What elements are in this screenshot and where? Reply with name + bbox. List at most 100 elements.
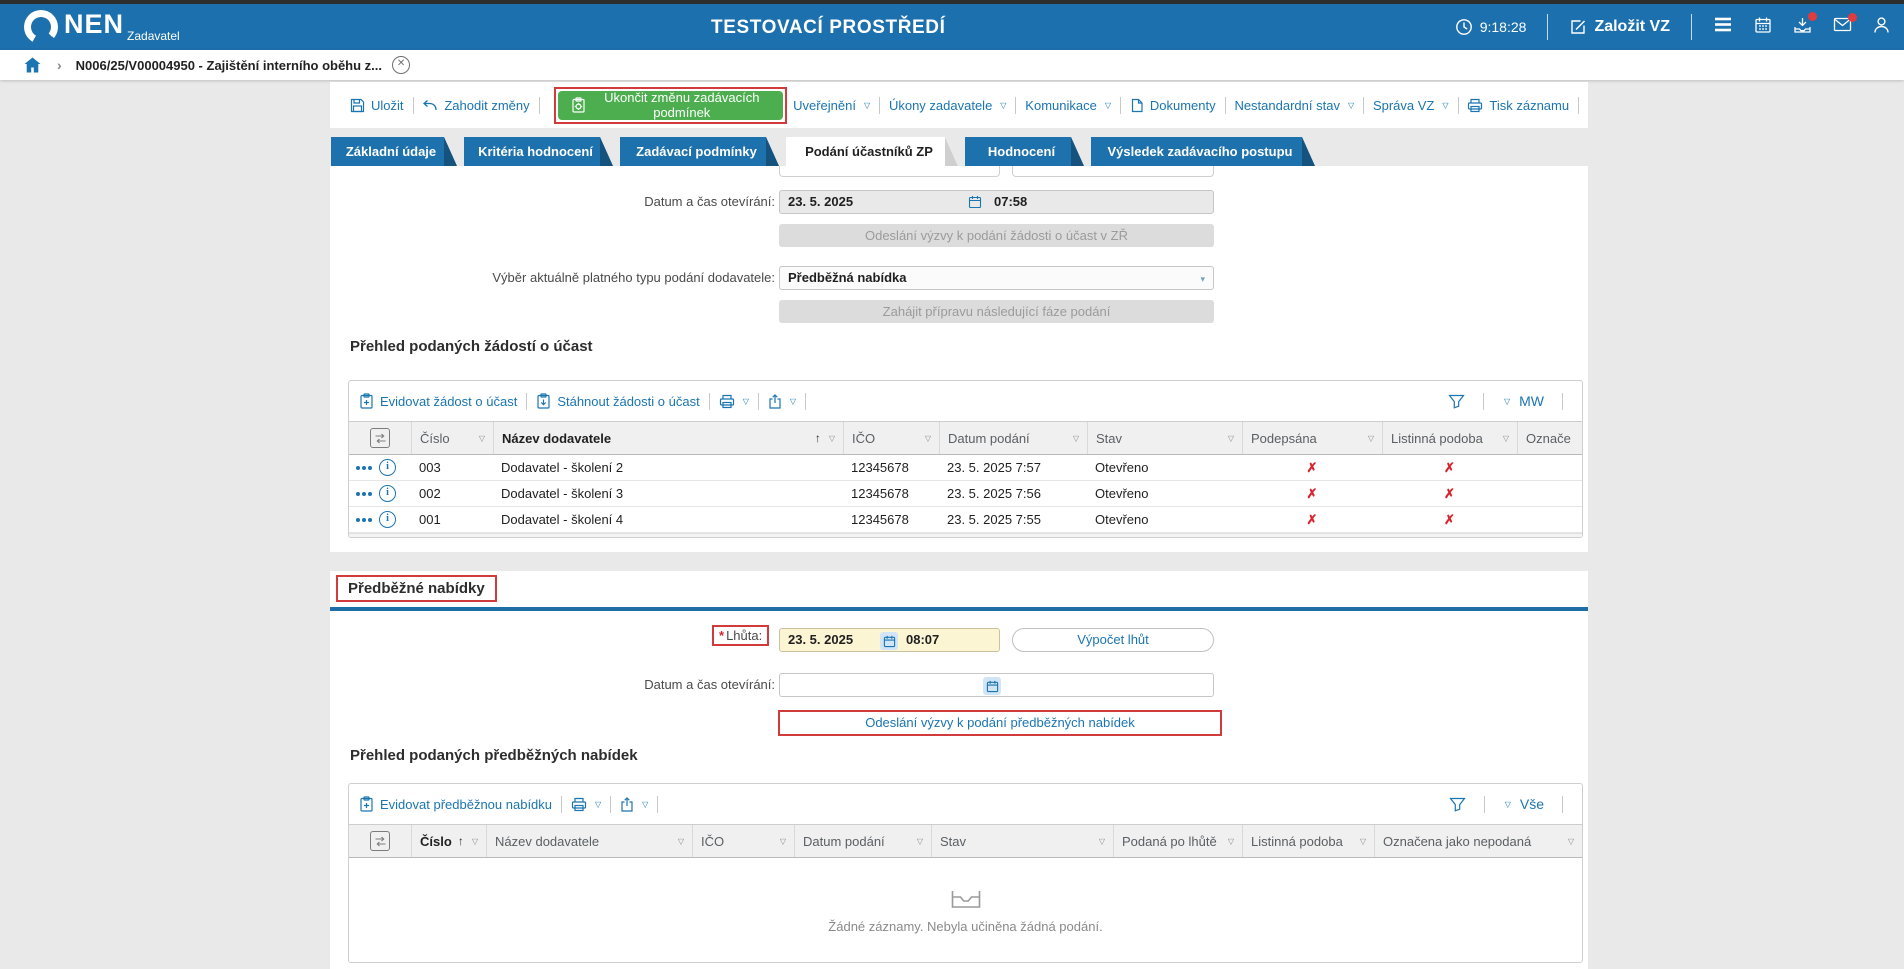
download-requests-button[interactable]: Stáhnout žádosti o účast [536,393,699,409]
column-filter-icon[interactable]: ▽ [1368,434,1374,443]
info-icon[interactable]: i [379,511,396,528]
column-filter-icon[interactable]: ▽ [829,434,835,443]
column-cislo[interactable]: Číslo ↑ ▽ [411,825,486,857]
register-preliminary-offer-button[interactable]: Evidovat předběžnou nabídku [359,796,552,812]
column-nazev[interactable]: Název dodavatele ▽ [486,825,692,857]
column-filter-icon[interactable]: ▽ [1503,434,1509,443]
column-datum[interactable]: Datum podání ▽ [939,422,1087,454]
column-nazev[interactable]: Název dodavatele ↑ ▽ [493,422,843,454]
view-caret-icon[interactable]: ▽ [1504,397,1510,406]
calendar-picker-icon[interactable] [968,195,982,209]
column-settings-cell[interactable] [349,825,411,857]
calendar-button[interactable] [1754,16,1772,39]
send-preliminary-offer-invitation-button[interactable]: Odeslání výzvy k podání předběžných nabí… [778,710,1222,736]
close-tab-icon[interactable]: ✕ [392,56,410,74]
profile-button[interactable] [1873,16,1890,39]
calendar-picker-icon[interactable] [880,632,898,650]
column-filter-icon[interactable]: ▽ [1360,837,1366,846]
opening-datetime-field[interactable]: 23. 5. 2025 07:58 [779,190,1214,214]
documents-button[interactable]: Dokumenty [1130,98,1216,113]
calendar-picker-icon[interactable] [983,677,1001,695]
export-icon [768,394,782,409]
breadcrumb: › N006/25/V00004950 - Zajištění interníh… [0,50,1904,80]
column-filter-icon[interactable]: ▽ [917,837,923,846]
tab-zadavaci-podminky[interactable]: Zadávací podmínky [620,137,779,166]
tab-kriteria-hodnoceni[interactable]: Kritéria hodnocení [464,137,613,166]
submission-type-value: Předběžná nabídka [788,267,906,289]
tab-podani-ucastniku[interactable]: Podání účastníků ZP [786,137,958,166]
view-caret-icon[interactable]: ▽ [1505,800,1511,809]
publication-menu[interactable]: Uveřejnění ▽ [793,98,870,113]
column-filter-icon[interactable]: ▽ [1228,434,1234,443]
register-request-button[interactable]: Evidovat žádost o účast [359,393,517,409]
view-selector[interactable]: Vše [1520,796,1544,812]
send-participation-request-button[interactable]: Odeslání výzvy k podání žádosti o účast … [779,224,1214,247]
column-po-lhute[interactable]: Podaná po lhůtě ▽ [1113,825,1242,857]
discard-changes-button[interactable]: Zahodit změny [422,98,529,113]
nen-logo[interactable]: NEN Zadavatel [24,9,180,44]
nonstandard-state-menu[interactable]: Nestandardní stav ▽ [1234,98,1354,113]
view-selector[interactable]: MW [1519,393,1544,409]
column-filter-icon[interactable]: ▽ [925,434,931,443]
column-filter-icon[interactable]: ▽ [479,434,485,443]
tab-hodnoceni[interactable]: Hodnocení [965,137,1084,166]
column-filter-icon[interactable]: ▽ [1073,434,1079,443]
dropdown-caret-icon: ▽ [1348,101,1354,110]
column-cislo[interactable]: Číslo ▽ [411,422,493,454]
row-actions-icon[interactable] [356,466,372,470]
deadline-datetime-field[interactable]: 23. 5. 2025 08:07 [779,628,1000,652]
column-listinna[interactable]: Listinná podoba ▽ [1242,825,1374,857]
tab-vysledek[interactable]: Výsledek zadávacího postupu [1091,137,1315,166]
info-icon[interactable]: i [379,485,396,502]
column-filter-icon[interactable]: ▽ [472,837,478,846]
column-stav[interactable]: Stav ▽ [931,825,1113,857]
column-datum[interactable]: Datum podání ▽ [794,825,931,857]
submission-type-select[interactable]: Předběžná nabídka ▾ [779,266,1214,290]
column-settings-cell[interactable] [349,422,411,454]
column-filter-icon[interactable]: ▽ [1228,837,1234,846]
print-table-button[interactable]: ▽ [571,797,601,812]
print-table-button[interactable]: ▽ [719,394,749,409]
table-row[interactable]: i 001 Dodavatel - školení 4 12345678 23.… [349,507,1582,533]
opening-datetime-label: Datum a čas otevírání: [334,190,775,214]
row-actions-icon[interactable] [356,518,372,522]
export-table-button[interactable]: ▽ [768,394,796,409]
save-button[interactable]: Uložit [350,98,404,113]
vz-administration-menu[interactable]: Správa VZ ▽ [1373,98,1449,113]
downloads-button[interactable] [1793,16,1812,39]
tab-zakladni-udaje[interactable]: Základní údaje [331,137,457,166]
compute-deadlines-button[interactable]: Výpočet lhůt [1012,628,1214,652]
print-record-button[interactable]: Tisk záznamu [1467,98,1569,113]
table-row[interactable]: i 003 Dodavatel - školení 2 12345678 23.… [349,455,1582,481]
create-vz-button[interactable]: Založit VZ [1569,18,1670,36]
info-icon[interactable]: i [379,459,396,476]
messages-button[interactable] [1833,17,1852,37]
finish-terms-change-button[interactable]: Ukončit změnu zadávacích podmínek [558,91,783,120]
column-oznacena[interactable]: Označena jako nepodaná ▽ [1374,825,1582,857]
export-table-button[interactable]: ▽ [620,797,648,812]
cell-cislo: 002 [411,481,493,506]
column-ico[interactable]: IČO ▽ [843,422,939,454]
home-icon[interactable] [24,57,41,73]
opening-datetime-field-empty[interactable] [779,673,1214,697]
column-podepsana[interactable]: Podepsána ▽ [1242,422,1382,454]
column-listinna[interactable]: Listinná podoba ▽ [1382,422,1517,454]
communication-menu[interactable]: Komunikace ▽ [1025,98,1111,113]
column-filter-icon[interactable]: ▽ [780,837,786,846]
column-oznacena[interactable]: Označe [1517,422,1582,454]
opening-datetime-label: Datum a čas otevírání: [334,673,775,697]
column-stav[interactable]: Stav ▽ [1087,422,1242,454]
empty-state-text: Žádné záznamy. Nebyla učiněna žádná podá… [828,919,1102,934]
contracting-actions-menu[interactable]: Úkony zadavatele ▽ [889,98,1007,113]
main-menu-button[interactable] [1713,17,1733,37]
table-row[interactable]: i 002 Dodavatel - školení 3 12345678 23.… [349,481,1582,507]
filter-icon[interactable] [1448,394,1465,409]
column-ico[interactable]: IČO ▽ [692,825,794,857]
next-phase-button[interactable]: Zahájit přípravu následující fáze podání [779,300,1214,323]
column-filter-icon[interactable]: ▽ [678,837,684,846]
filter-icon[interactable] [1449,797,1466,812]
column-filter-icon[interactable]: ▽ [1099,837,1105,846]
row-actions-icon[interactable] [356,492,372,496]
column-filter-icon[interactable]: ▽ [1568,837,1574,846]
breadcrumb-item[interactable]: N006/25/V00004950 - Zajištění interního … [76,58,382,73]
